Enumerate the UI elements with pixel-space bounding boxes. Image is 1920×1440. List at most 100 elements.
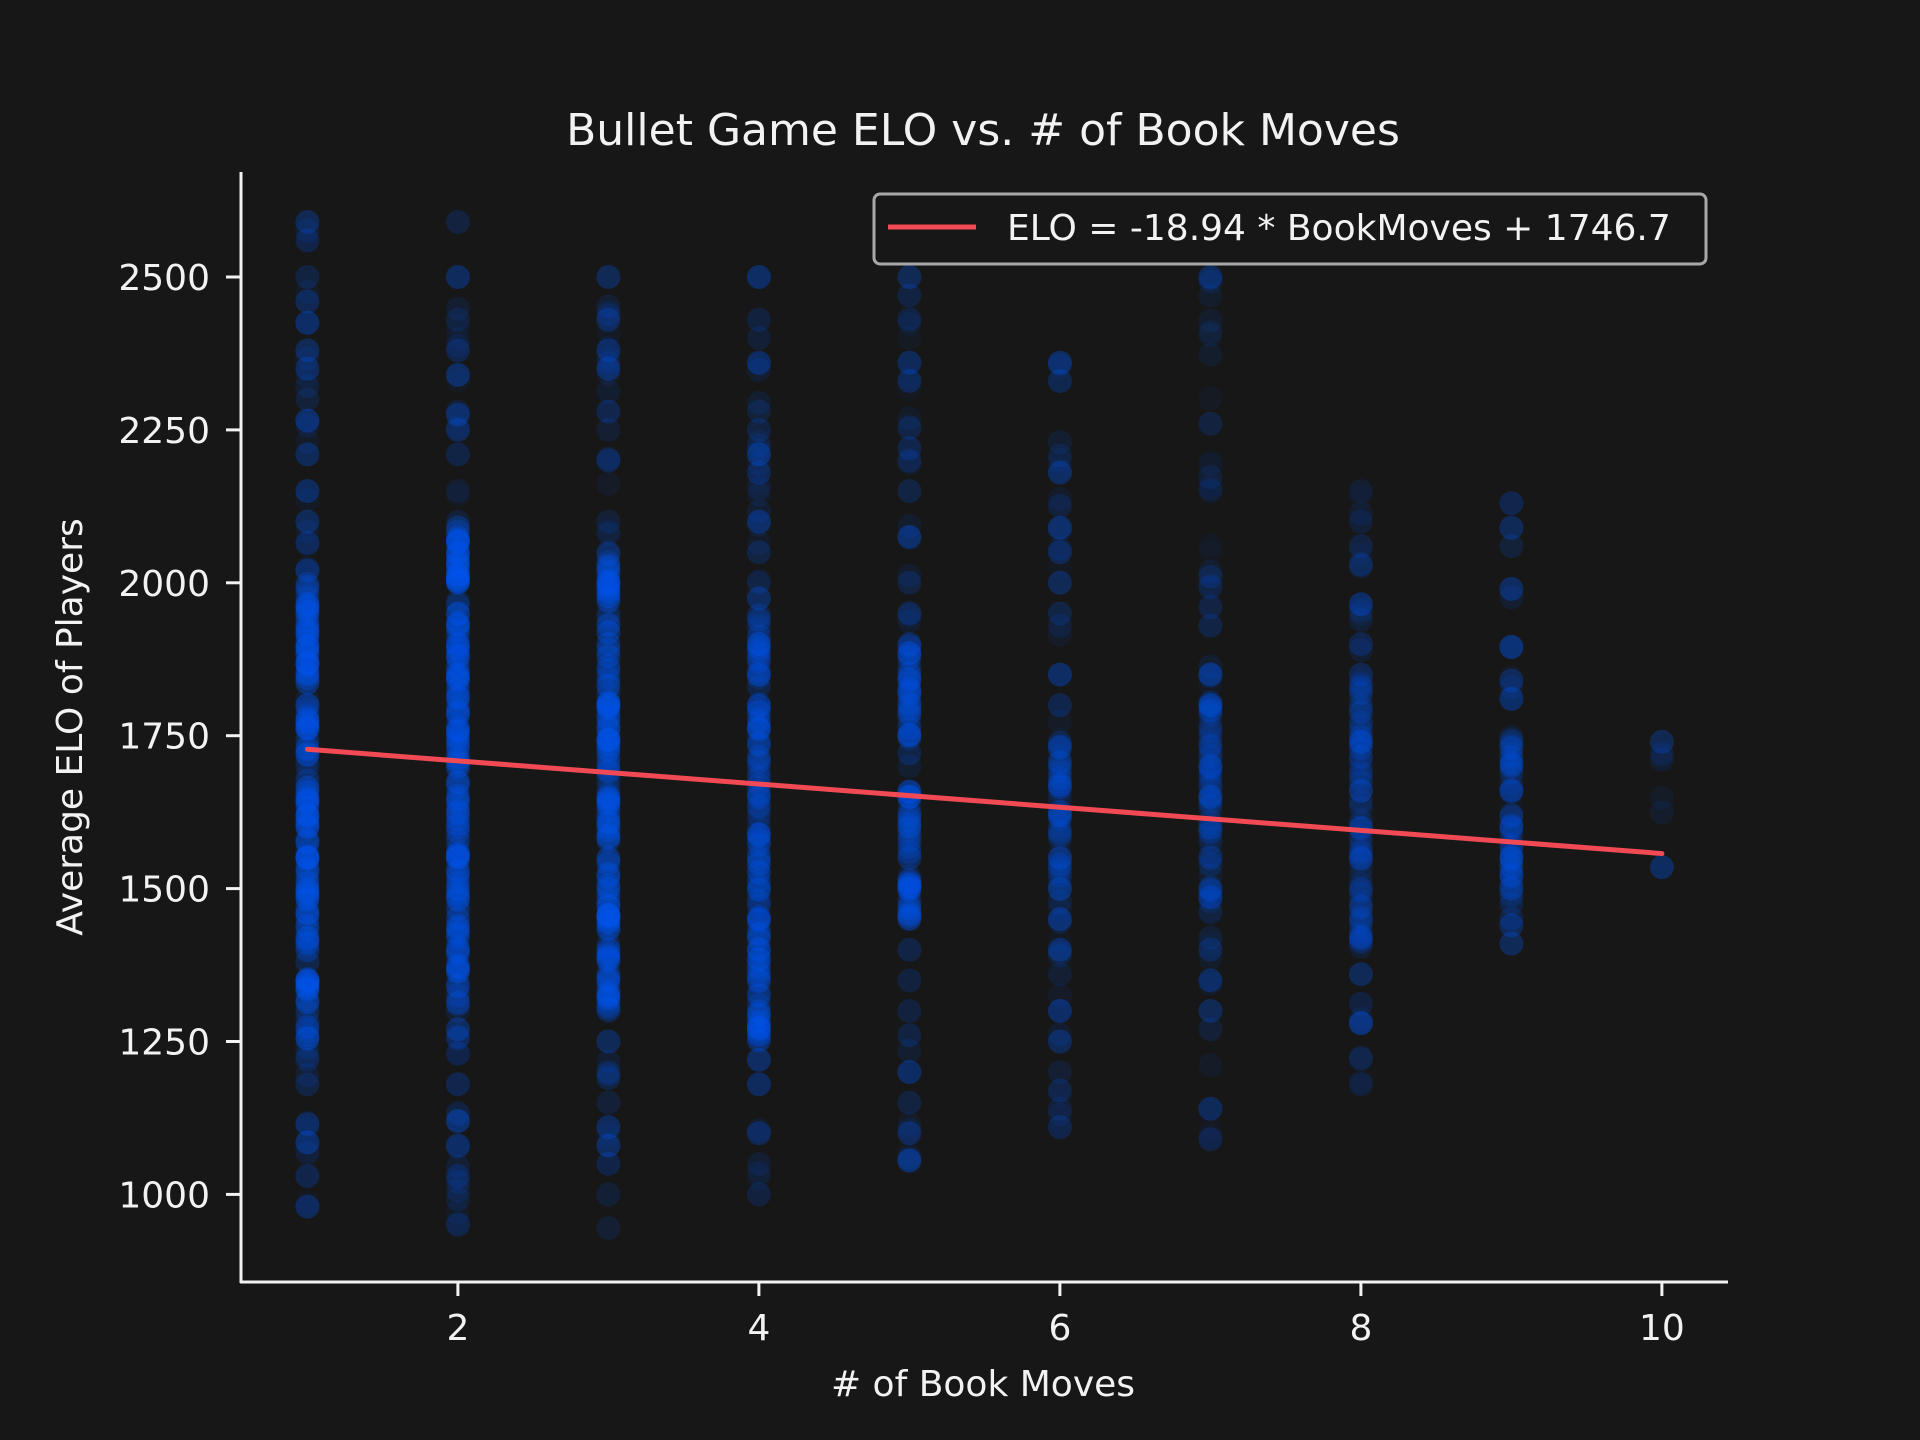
data-point [596, 968, 621, 993]
data-point [295, 509, 320, 534]
data-point [596, 937, 621, 962]
data-point [746, 877, 771, 902]
data-point [445, 552, 470, 577]
data-point [445, 683, 470, 708]
data-point [445, 989, 470, 1014]
data-point [295, 978, 320, 1003]
data-point [1198, 705, 1223, 730]
data-point [1499, 860, 1524, 885]
data-point [897, 656, 922, 681]
data-point [1649, 741, 1674, 766]
data-point [1198, 879, 1223, 904]
data-point [445, 589, 470, 614]
data-point [746, 1016, 771, 1041]
data-point [295, 803, 320, 828]
data-point [295, 870, 320, 895]
data-point [1198, 575, 1223, 600]
data-point [596, 873, 621, 898]
data-point [1499, 585, 1524, 610]
data-point [897, 662, 922, 687]
data-point [1198, 792, 1223, 817]
data-point [746, 1047, 771, 1072]
data-point [897, 693, 922, 718]
data-point [445, 870, 470, 895]
data-point [596, 787, 621, 812]
data-point [445, 566, 470, 591]
data-point [445, 922, 470, 947]
data-point [1348, 905, 1373, 930]
data-point [746, 954, 771, 979]
data-point [746, 833, 771, 858]
data-point [1047, 863, 1072, 888]
data-point [746, 868, 771, 893]
data-point [596, 914, 621, 939]
data-point [1198, 742, 1223, 767]
data-point [1348, 876, 1373, 901]
data-point [746, 922, 771, 947]
data-point [1198, 757, 1223, 782]
data-point [1198, 672, 1223, 697]
data-point [1348, 924, 1373, 949]
y-ticks: 1000 1250 1500 1750 2000 2250 2500 [118, 258, 241, 1216]
data-point [1047, 769, 1072, 794]
data-point [596, 708, 621, 733]
data-point [1198, 734, 1223, 759]
data-point [445, 568, 470, 593]
data-point [596, 714, 621, 739]
data-point [1499, 777, 1524, 802]
data-point [746, 1013, 771, 1038]
data-point [1198, 843, 1223, 868]
data-point [1047, 743, 1072, 768]
data-point [1499, 778, 1524, 803]
data-point [897, 416, 922, 441]
data-point [746, 714, 771, 739]
data-point [1198, 703, 1223, 728]
data-point [746, 1182, 771, 1207]
data-point [596, 540, 621, 565]
data-point [1499, 724, 1524, 749]
data-point [1198, 696, 1223, 721]
data-point [295, 618, 320, 643]
data-point [295, 931, 320, 956]
data-point [1348, 847, 1373, 872]
data-point [295, 802, 320, 827]
data-point [445, 952, 470, 977]
data-point [295, 937, 320, 962]
data-point [897, 1022, 922, 1047]
data-point [1348, 631, 1373, 656]
data-point [1047, 735, 1072, 760]
data-point [1348, 752, 1373, 777]
data-point [1047, 929, 1072, 954]
data-point [897, 677, 922, 702]
data-point [295, 228, 320, 253]
data-point [1499, 815, 1524, 840]
data-point [295, 888, 320, 913]
data-point [295, 660, 320, 685]
data-point [1198, 846, 1223, 871]
data-point [596, 728, 621, 753]
data-point [1348, 913, 1373, 938]
data-point [596, 902, 621, 927]
data-point [295, 1164, 320, 1189]
data-point [1198, 754, 1223, 779]
data-point [897, 312, 922, 337]
data-point [746, 399, 771, 424]
data-point [1198, 559, 1223, 584]
data-point [445, 992, 470, 1017]
data-point [295, 635, 320, 660]
data-point [596, 804, 621, 829]
data-point [445, 937, 470, 962]
data-point [746, 904, 771, 929]
data-point [897, 722, 922, 747]
data-point [746, 889, 771, 914]
data-point [445, 515, 470, 540]
data-point [746, 1022, 771, 1047]
data-point [445, 974, 470, 999]
data-point [596, 702, 621, 727]
data-point [295, 634, 320, 659]
data-point [1198, 269, 1223, 294]
data-point [746, 614, 771, 639]
data-point [746, 922, 771, 947]
data-point [1047, 853, 1072, 878]
data-point [1198, 796, 1223, 821]
